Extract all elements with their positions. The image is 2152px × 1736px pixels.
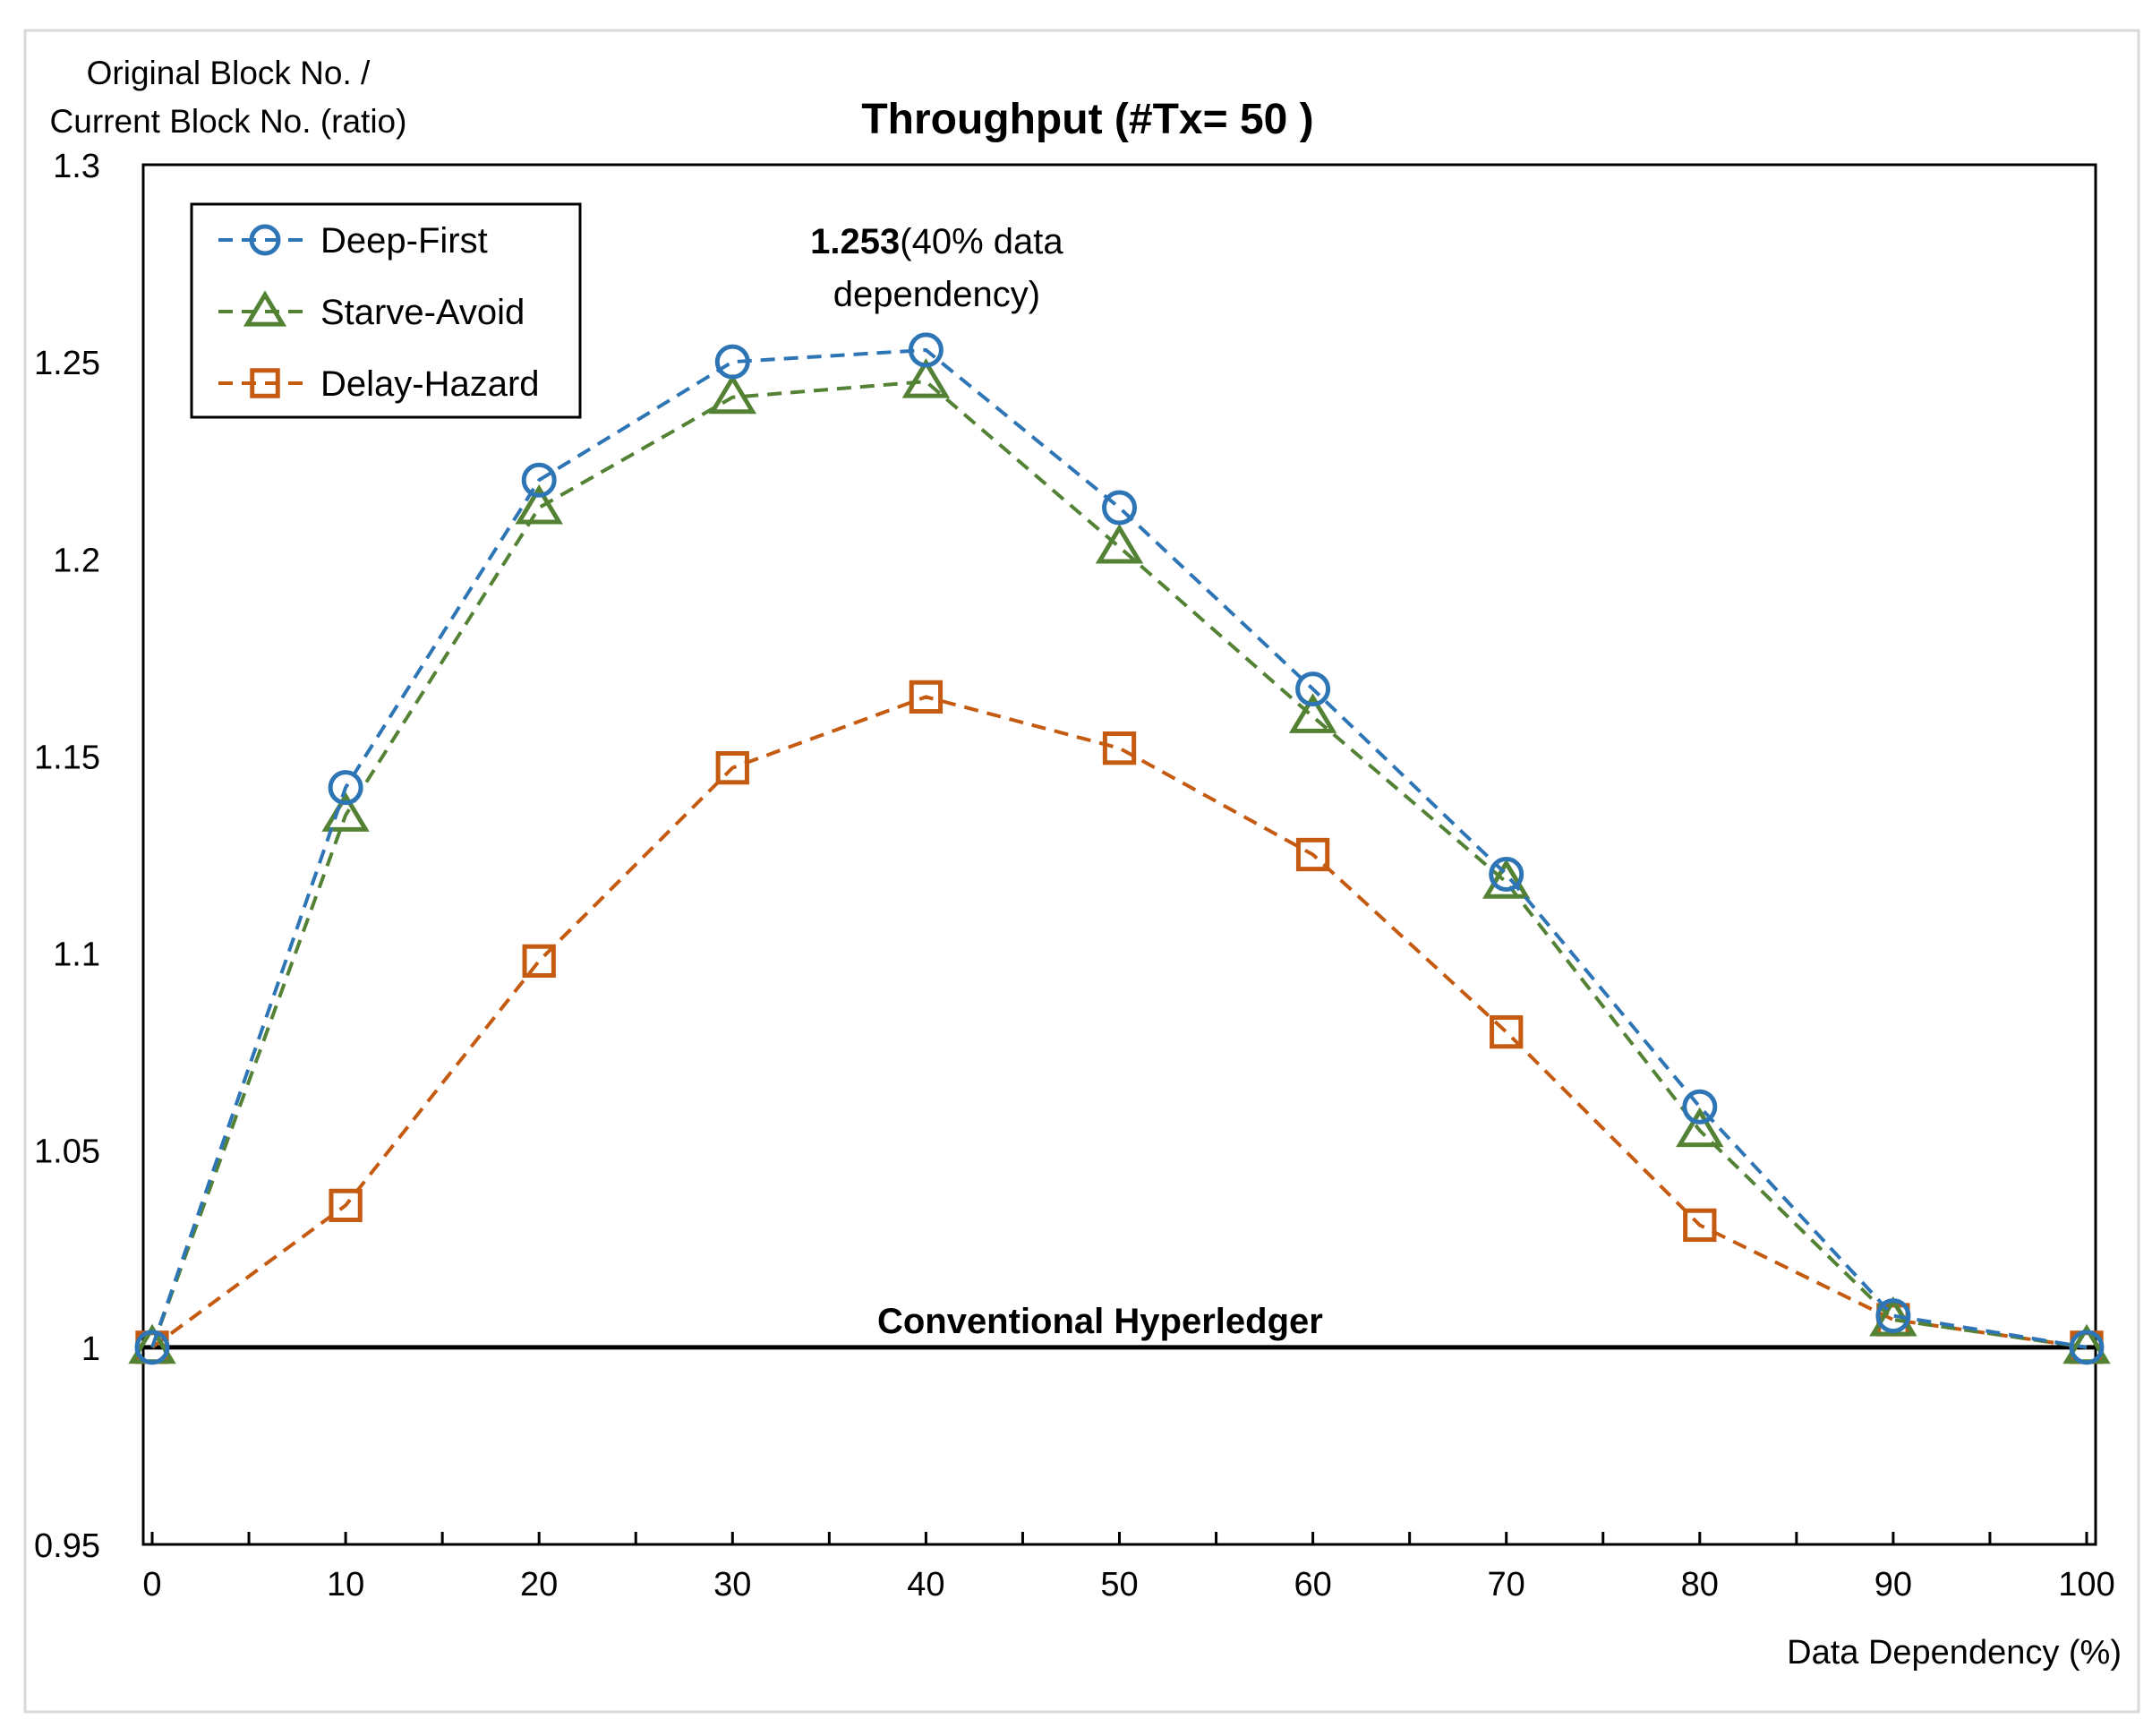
- marker-circle: [1682, 1089, 1718, 1125]
- annotation-line1: 1.253(40% data: [810, 222, 1063, 261]
- marker-triangle: [1288, 693, 1337, 733]
- marker-square: [1490, 1014, 1524, 1049]
- marker-square: [250, 368, 280, 398]
- marker-circle: [2069, 1330, 2105, 1365]
- x-axis: 0 10 20 30 40 50 60 70 80 90 100: [142, 1532, 2115, 1603]
- marker-triangle: [1676, 1107, 1724, 1148]
- x-tick-label: 70: [1488, 1566, 1525, 1603]
- series-layer: [128, 332, 2111, 1365]
- marker-triangle: [243, 290, 287, 327]
- marker-square: [1102, 731, 1137, 765]
- marker-circle: [1875, 1298, 1911, 1334]
- y-axis-title-line2: Current Block No. (ratio): [50, 103, 407, 140]
- y-tick-label: 1.1: [53, 936, 100, 974]
- y-tick-label: 0.95: [34, 1527, 100, 1565]
- series-deep-first: [134, 332, 2105, 1365]
- x-tick-label: 50: [1100, 1566, 1138, 1603]
- legend-item: Deep-First: [218, 221, 488, 261]
- y-tick-label: 1.3: [53, 148, 100, 185]
- marker-square: [522, 944, 556, 979]
- y-tick-label: 1.15: [34, 739, 100, 776]
- x-tick-label: 30: [713, 1566, 751, 1603]
- marker-triangle: [1095, 523, 1144, 564]
- x-tick-label: 90: [1874, 1566, 1912, 1603]
- y-tick-label: 1.2: [53, 542, 100, 579]
- marker-square: [715, 750, 749, 785]
- legend-label: Starve-Avoid: [320, 293, 525, 332]
- marker-circle: [1489, 857, 1524, 893]
- x-tick-label: 20: [520, 1566, 558, 1603]
- x-tick-label: 0: [142, 1566, 161, 1603]
- series-line: [150, 695, 2088, 1349]
- baseline-label: Conventional Hyperledger: [877, 1302, 1323, 1341]
- y-tick-label: 1: [81, 1330, 100, 1368]
- series-starve-avoid: [128, 358, 2111, 1364]
- legend-label: Delay-Hazard: [320, 364, 540, 404]
- marker-triangle: [708, 373, 757, 415]
- legend: Deep-First Starve-Avoid Delay-Hazard: [190, 202, 582, 419]
- marker-triangle: [1482, 859, 1531, 899]
- y-tick-label: 1.25: [34, 345, 100, 382]
- chart-title: Throughput (#Tx= 50 ): [861, 96, 1313, 143]
- peak-annotation: 1.253(40% data dependency): [810, 222, 1063, 314]
- annotation-value: 1.253: [810, 222, 900, 261]
- y-axis-title-line1: Original Block No. /: [87, 55, 371, 91]
- annotation-line2: dependency): [833, 275, 1040, 314]
- marker-circle: [1102, 490, 1137, 526]
- x-tick-label: 10: [327, 1566, 364, 1603]
- marker-circle: [714, 344, 750, 380]
- x-axis-title: Data Dependency (%): [1787, 1634, 2122, 1672]
- marker-circle: [249, 224, 281, 256]
- x-tick-label: 60: [1294, 1566, 1331, 1603]
- marker-circle: [908, 332, 944, 368]
- marker-circle: [328, 770, 363, 806]
- y-axis: 0.95 1 1.05 1.1 1.15 1.2 1.25 1.3: [34, 148, 100, 1565]
- marker-circle: [521, 462, 557, 498]
- marker-square: [1683, 1208, 1717, 1243]
- legend-label: Deep-First: [320, 221, 488, 261]
- marker-square: [1295, 837, 1330, 872]
- legend-box: [190, 202, 582, 419]
- series-line: [150, 380, 2088, 1349]
- legend-items: Deep-First Starve-Avoid Delay-Hazard: [218, 221, 540, 404]
- annotation-text: (40% data: [900, 222, 1063, 261]
- x-tick-label: 80: [1681, 1566, 1719, 1603]
- marker-square: [909, 680, 944, 714]
- y-tick-label: 1.05: [34, 1133, 100, 1171]
- legend-item: Starve-Avoid: [218, 290, 525, 332]
- marker-triangle: [901, 358, 951, 398]
- x-tick-label: 40: [907, 1566, 944, 1603]
- marker-triangle: [515, 483, 563, 525]
- legend-item: Delay-Hazard: [218, 364, 540, 404]
- x-tick-label: 100: [2058, 1566, 2114, 1603]
- marker-circle: [1295, 671, 1331, 707]
- marker-square: [329, 1188, 363, 1223]
- baseline-group: Conventional Hyperledger: [143, 1302, 2096, 1350]
- marker-circle: [134, 1330, 170, 1365]
